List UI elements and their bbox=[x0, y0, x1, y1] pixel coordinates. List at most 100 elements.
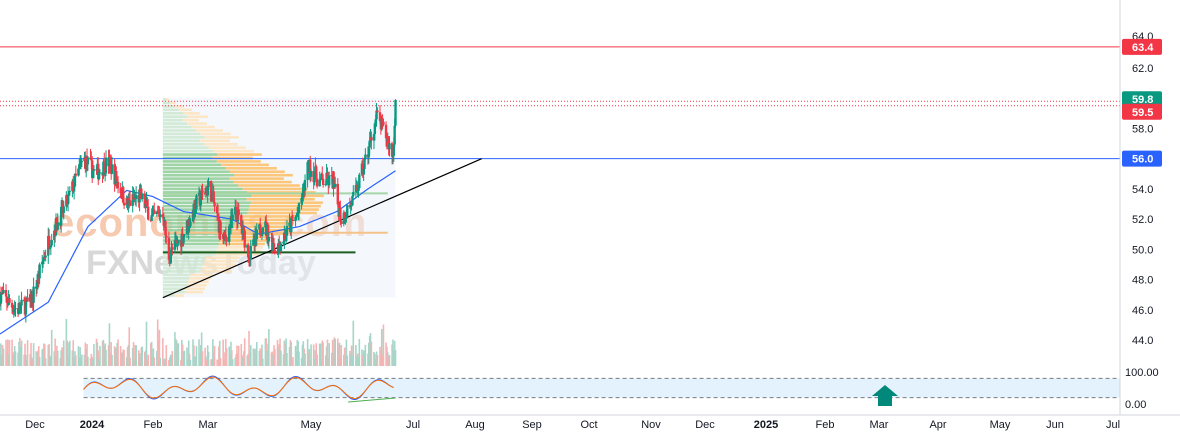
price-tick: 48.0 bbox=[1132, 275, 1153, 287]
time-label: Aug bbox=[465, 419, 485, 431]
volume-bar bbox=[95, 338, 98, 366]
volume-bar bbox=[303, 348, 305, 366]
candle-body bbox=[74, 173, 78, 176]
volume-bar bbox=[174, 338, 177, 366]
vp-bar-up bbox=[162, 201, 251, 204]
vp-bar-down bbox=[201, 266, 234, 270]
candle-body bbox=[122, 187, 125, 203]
candle-body bbox=[182, 235, 185, 244]
volume-bar bbox=[291, 359, 293, 366]
vp-bar-up bbox=[162, 263, 204, 266]
volume-bar bbox=[78, 357, 81, 366]
vp-bar-up bbox=[162, 228, 233, 232]
volume-bar bbox=[324, 355, 327, 366]
volume-bar bbox=[211, 359, 213, 366]
vp-bar-down bbox=[251, 194, 324, 198]
volume-bar bbox=[276, 340, 279, 366]
candle-body bbox=[210, 193, 214, 202]
volume-bar bbox=[170, 356, 173, 366]
candle-body bbox=[334, 183, 337, 188]
volume-bar bbox=[254, 348, 256, 366]
time-label: 2024 bbox=[80, 419, 105, 431]
vp-bar-down bbox=[246, 197, 315, 201]
candle-body bbox=[295, 215, 298, 218]
volume-bar bbox=[296, 339, 299, 366]
volume-bar bbox=[6, 352, 8, 366]
volume-bar bbox=[23, 354, 25, 366]
volume-bar bbox=[229, 354, 231, 366]
candle-body bbox=[48, 246, 52, 249]
candle-body bbox=[198, 192, 202, 206]
volume-bar bbox=[243, 338, 246, 366]
candle-body bbox=[357, 188, 360, 192]
vp-bar-down bbox=[183, 111, 200, 115]
candle-body bbox=[246, 244, 250, 258]
candle-body bbox=[266, 224, 270, 242]
candle-body bbox=[110, 164, 114, 174]
volume-bar bbox=[235, 354, 237, 366]
candle-body bbox=[95, 169, 98, 171]
candle-body bbox=[199, 199, 202, 206]
volume-bar bbox=[260, 349, 262, 366]
candle-body bbox=[209, 181, 213, 202]
candle-body bbox=[14, 308, 17, 310]
candle-body bbox=[321, 178, 325, 185]
volume-bar bbox=[93, 343, 95, 366]
vp-bar-down bbox=[217, 153, 262, 156]
price-badge bbox=[1122, 38, 1162, 55]
volume-bar bbox=[175, 340, 178, 366]
volume-bar bbox=[318, 343, 321, 366]
candle-body bbox=[225, 237, 228, 242]
candle-body bbox=[128, 197, 131, 201]
candle-body bbox=[356, 184, 359, 192]
candlesticks[interactable] bbox=[0, 99, 397, 323]
candle-body bbox=[315, 178, 319, 187]
volume-bar bbox=[145, 321, 148, 366]
vp-bar-down bbox=[182, 118, 199, 122]
volume-bar bbox=[252, 348, 255, 366]
candle-body bbox=[277, 243, 280, 254]
volume-bar bbox=[157, 340, 160, 366]
time-label: Feb bbox=[816, 419, 835, 431]
candle-body bbox=[284, 235, 288, 240]
stochastic-oscillator bbox=[0, 370, 1120, 406]
volume-bar bbox=[120, 352, 123, 366]
candle-body bbox=[72, 186, 76, 192]
candle-body bbox=[38, 264, 41, 279]
candle-body bbox=[326, 172, 329, 179]
volume-bar bbox=[374, 359, 377, 366]
volume-bar bbox=[206, 359, 208, 366]
candle-body bbox=[380, 118, 383, 130]
price-tick: 46.0 bbox=[1132, 305, 1153, 317]
candle-body bbox=[79, 161, 83, 164]
vp-bar-up bbox=[162, 125, 192, 129]
volume-bar bbox=[200, 332, 203, 366]
candle-body bbox=[4, 290, 8, 297]
vp-bar-down bbox=[204, 259, 238, 263]
candle-body bbox=[20, 299, 23, 306]
candle-body bbox=[255, 229, 258, 240]
candle-body bbox=[207, 181, 210, 188]
price-axis: 64.062.060.058.056.054.052.050.048.046.0… bbox=[1119, 0, 1180, 442]
vp-bar-down bbox=[204, 142, 238, 146]
vp-bar-down bbox=[205, 256, 240, 260]
candle-body bbox=[44, 255, 47, 258]
volume-bar bbox=[131, 347, 134, 366]
volume-bar bbox=[343, 347, 346, 366]
volume-bar bbox=[218, 346, 220, 366]
volume-bar bbox=[205, 356, 207, 366]
price-badge-label: 59.5 bbox=[1132, 107, 1153, 119]
candle-body bbox=[143, 193, 146, 208]
volume-bar bbox=[92, 359, 94, 366]
candle-body bbox=[363, 158, 366, 170]
candle-body bbox=[358, 174, 361, 189]
vp-bar-up bbox=[162, 252, 216, 256]
volume-bar bbox=[144, 350, 147, 366]
candle-body bbox=[388, 143, 391, 150]
volume-bar bbox=[255, 352, 257, 366]
volume-bar bbox=[253, 349, 256, 366]
volume-bar bbox=[31, 359, 34, 366]
volume-bar bbox=[289, 340, 292, 366]
volume-bar bbox=[193, 356, 196, 366]
